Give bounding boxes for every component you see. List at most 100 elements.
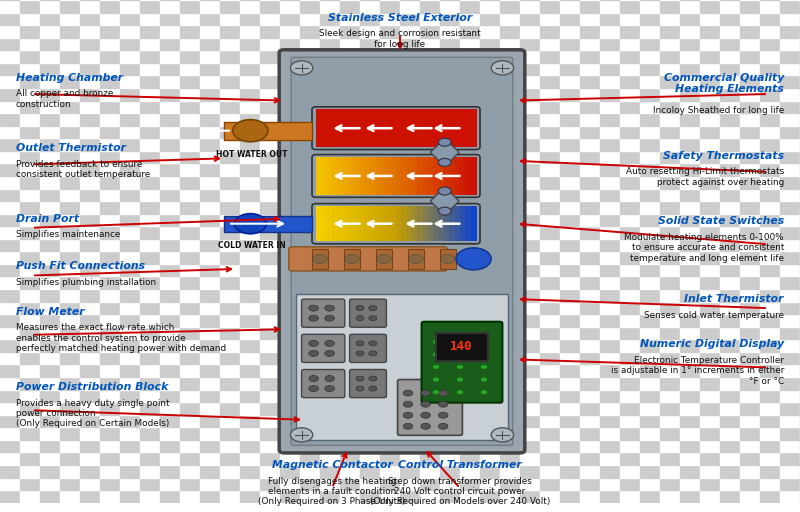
Bar [580,440,600,453]
Bar [380,88,400,100]
Bar [760,264,780,276]
Bar [360,264,380,276]
Bar [380,206,386,241]
Bar [720,201,740,214]
Bar [140,327,160,339]
Bar [300,239,320,251]
Bar [220,440,240,453]
Bar [520,13,540,25]
Bar [660,138,680,151]
Bar [480,314,500,327]
Bar [400,38,420,50]
Bar [160,390,180,402]
Bar [400,100,420,113]
Bar [440,226,460,239]
Bar [80,402,100,415]
Bar [680,63,700,75]
Bar [200,428,220,440]
Bar [80,453,100,465]
Bar [260,314,280,327]
Bar [340,453,360,465]
Bar [540,453,560,465]
Bar [160,264,180,276]
Bar [560,239,580,251]
Bar [406,206,413,241]
Bar [20,138,40,151]
Circle shape [456,248,491,270]
Bar [160,100,180,113]
Bar [780,13,800,25]
Bar [380,402,400,415]
Bar [20,113,40,125]
Polygon shape [430,138,459,166]
Bar [360,75,380,88]
Bar [300,402,320,415]
Bar [780,163,800,176]
Bar [600,113,620,125]
Bar [280,339,300,352]
Bar [340,352,360,365]
Bar [440,314,460,327]
Bar [180,163,200,176]
Bar [420,352,440,365]
Bar [440,163,460,176]
Bar [0,453,20,465]
Bar [600,25,620,38]
Bar [480,302,500,314]
Bar [580,226,600,239]
Bar [470,110,477,147]
Text: Power Distribution Block: Power Distribution Block [16,382,168,392]
Bar [80,25,100,38]
Bar [240,377,260,390]
Bar [540,465,560,478]
Bar [240,327,260,339]
Bar [420,327,440,339]
Bar [0,138,20,151]
Bar [300,428,320,440]
Bar [140,465,160,478]
Bar [450,206,455,241]
Bar [720,25,740,38]
Bar [320,13,340,25]
Bar [80,0,100,13]
Bar [620,415,640,428]
Bar [300,490,320,503]
Bar [300,226,320,239]
Text: Incoloy Sheathed for long life: Incoloy Sheathed for long life [653,106,784,115]
Bar [300,251,320,264]
Bar [80,276,100,289]
Bar [60,377,80,390]
Bar [420,465,440,478]
Text: Control Transformer: Control Transformer [398,460,522,470]
Bar [340,289,360,302]
Bar [320,402,340,415]
Bar [160,226,180,239]
Bar [180,188,200,201]
Bar [220,415,240,428]
Bar [600,428,620,440]
Bar [360,302,380,314]
Bar [100,276,120,289]
Bar [760,251,780,264]
Bar [400,239,420,251]
Bar [740,453,760,465]
Bar [100,151,120,163]
FancyBboxPatch shape [350,334,386,362]
Bar [760,75,780,88]
Bar [140,453,160,465]
Bar [700,440,720,453]
Bar [700,478,720,490]
Bar [406,157,413,195]
Bar [340,440,360,453]
Bar [720,352,740,365]
Bar [220,490,240,503]
Bar [780,214,800,226]
Bar [760,138,780,151]
Bar [620,50,640,63]
Bar [60,0,80,13]
Bar [360,50,380,63]
Bar [260,428,280,440]
Bar [180,490,200,503]
Bar [80,75,100,88]
Bar [420,38,440,50]
